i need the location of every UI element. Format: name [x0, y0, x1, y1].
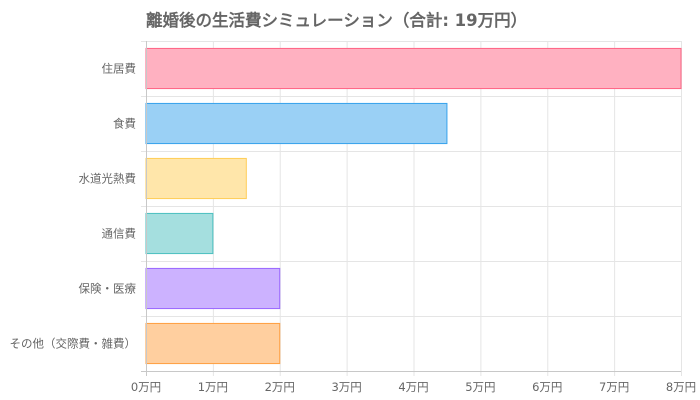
bar[interactable] [145, 212, 214, 255]
x-tick-label: 2万円 [265, 380, 295, 394]
grid [141, 41, 682, 376]
bar[interactable] [145, 322, 281, 365]
x-axis-labels: 0万円 1万円 2万円 3万円 4万円 5万円 6万円 7万円 8万円 [131, 380, 696, 394]
x-tick-label: 0万円 [131, 380, 161, 394]
bar[interactable] [145, 267, 281, 310]
bar[interactable] [145, 102, 448, 145]
bar[interactable] [145, 157, 247, 200]
x-tick-label: 7万円 [599, 380, 629, 394]
y-tick-label: 通信費 [102, 227, 137, 241]
y-tick-label: 水道光熱費 [79, 172, 137, 186]
x-tick-label: 4万円 [398, 380, 428, 394]
x-tick-label: 1万円 [198, 380, 228, 394]
x-tick-label: 8万円 [666, 380, 696, 394]
axes [141, 41, 681, 376]
chart-title: 離婚後の生活費シミュレーション（合計: 19万円） [146, 10, 527, 30]
y-tick-label: 保険・医療 [79, 282, 137, 296]
y-tick-label: その他（交際費・雑費） [10, 337, 137, 351]
bar[interactable] [145, 47, 682, 90]
y-tick-label: 食費 [113, 117, 136, 131]
x-tick-label: 3万円 [331, 380, 361, 394]
y-tick-label: 住居費 [102, 62, 137, 76]
bars [145, 47, 682, 365]
x-tick-label: 5万円 [465, 380, 495, 394]
x-tick-label: 6万円 [532, 380, 562, 394]
